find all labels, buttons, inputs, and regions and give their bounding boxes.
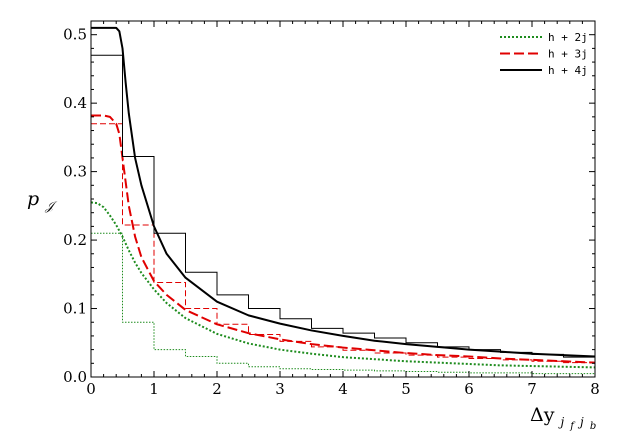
x-axis-label: Δy j f j b <box>530 404 596 434</box>
axis-labels: p 𝒥 Δy j f j b <box>27 188 596 434</box>
legend-label: h + 2j <box>548 31 588 44</box>
y-tick-label: 0.2 <box>63 231 87 249</box>
x-axis-label-sub: j <box>558 415 565 429</box>
x-tick-label: 7 <box>527 380 537 398</box>
x-axis-label-sub2: j <box>577 415 584 429</box>
curve-3j <box>91 114 596 364</box>
plot-frame <box>90 20 596 378</box>
legend-label: h + 3j <box>548 48 588 61</box>
plot-layer <box>90 26 596 375</box>
x-tick-label: 0 <box>86 380 96 398</box>
x-axis-label-subsub2: b <box>590 421 596 432</box>
y-tick-label: 0.0 <box>63 368 87 386</box>
curve-2j <box>90 201 596 369</box>
y-axis-label-main: p <box>27 188 39 210</box>
x-tick-label: 1 <box>149 380 159 398</box>
histogram-2j <box>91 232 595 375</box>
histogram-3j <box>91 123 595 364</box>
y-tick-label: 0.3 <box>63 163 87 181</box>
y-axis-label: p 𝒥 <box>27 188 58 213</box>
legend: h + 2j h + 3j h + 4j <box>500 31 588 77</box>
y-tick-label: 0.5 <box>63 26 87 44</box>
x-tick-label: 2 <box>212 380 222 398</box>
x-tick-label: 6 <box>464 380 474 398</box>
curve-4j <box>91 26 596 358</box>
x-tick-label: 8 <box>590 380 600 398</box>
x-tick-label: 3 <box>275 380 285 398</box>
x-axis-label-subsub: f <box>569 421 576 432</box>
y-axis-label-sub: 𝒥 <box>44 199 58 213</box>
ticks-layer: 0 1 2 3 4 5 6 7 8 0.0 0.1 0.2 0.3 0.4 0.5 <box>63 21 600 398</box>
x-tick-label: 5 <box>401 380 411 398</box>
legend-label: h + 4j <box>548 64 588 77</box>
x-tick-label: 4 <box>338 380 348 398</box>
x-axis-label-main: Δy <box>530 404 555 426</box>
y-tick-label: 0.1 <box>63 300 87 318</box>
histogram-4j <box>91 54 595 358</box>
y-tick-label: 0.4 <box>63 94 87 112</box>
